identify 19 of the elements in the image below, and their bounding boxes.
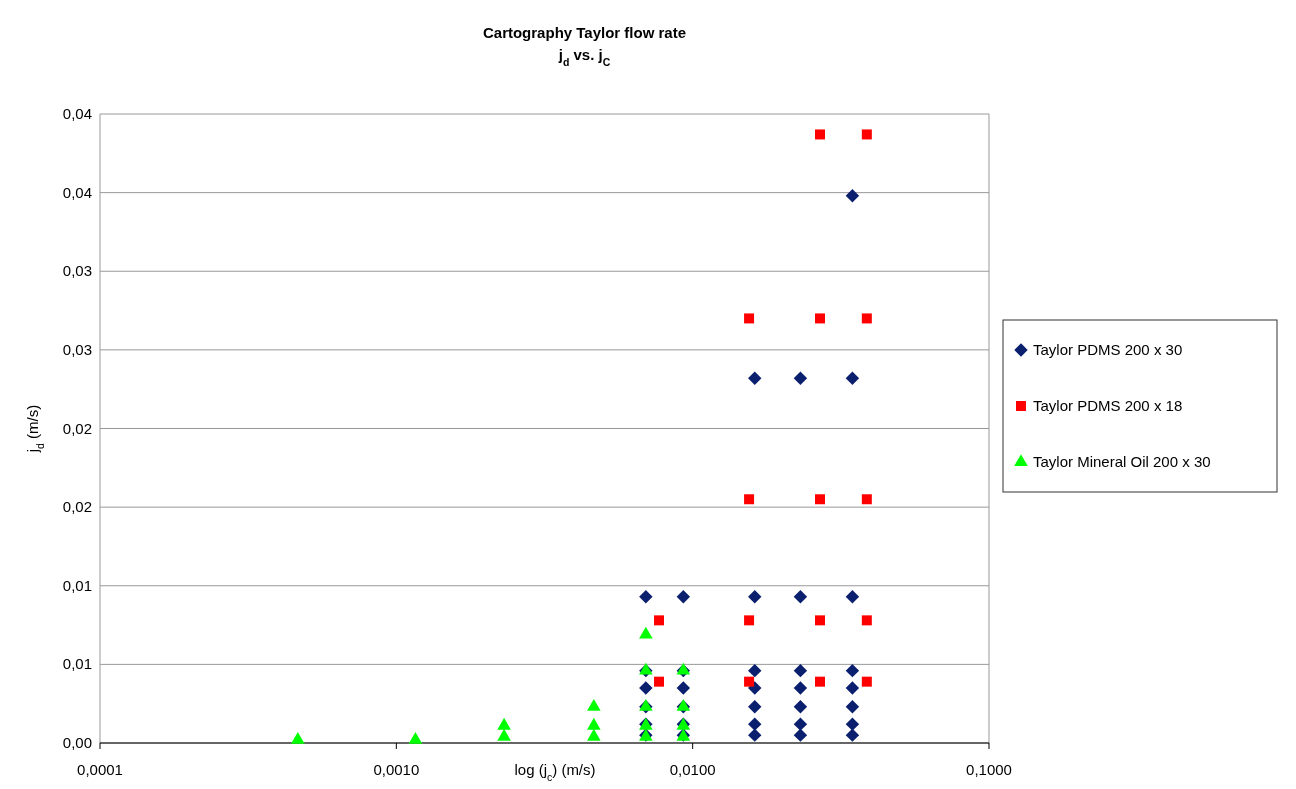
chart-title: Cartography Taylor flow rate <box>482 24 687 41</box>
y-tick-label: 0,01 <box>62 576 92 594</box>
x-tick-label: 0,0001 <box>77 761 123 778</box>
y-tick-label: 0,00 <box>62 734 92 751</box>
x-tick-label: 0,1000 <box>966 761 1012 778</box>
y-tick-label: 0,01 <box>62 655 92 673</box>
y-tick-label: 0,02 <box>62 419 92 437</box>
x-tick-label: 0,0010 <box>373 761 420 778</box>
x-axis-title: log (j$_{c}$) (m/s) <box>514 761 596 783</box>
y-tick-label: 0,04 <box>62 183 92 201</box>
legend-label: Taylor PDMS 200 x 18 <box>1033 397 1183 414</box>
y-tick-label: 0,03 <box>62 262 92 280</box>
y-tick-label: 0,03 <box>62 340 92 358</box>
chart-subtitle: j$_{d}$ vs. j$_{C}$ <box>557 46 611 68</box>
legend-label: Taylor PDMS 200 x 30 <box>1033 341 1183 358</box>
x-tick-label: 0,0100 <box>669 761 716 778</box>
legend-label: Taylor Mineral Oil 200 x 30 <box>1033 453 1211 470</box>
y-tick-label: 0,04 <box>62 105 92 122</box>
y-tick-label: 0,02 <box>62 498 92 516</box>
